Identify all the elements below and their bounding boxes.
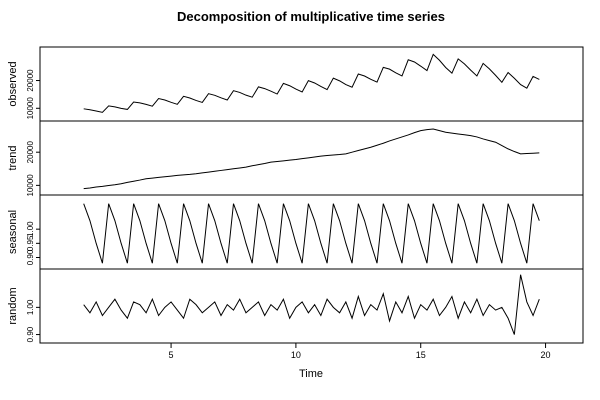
series-line: [83, 53, 540, 113]
y-tick-label: 20000: [26, 141, 35, 164]
y-tick-label: 10000: [26, 97, 35, 120]
y-axis-label: trend: [7, 145, 19, 170]
y-tick-label: 1.00: [26, 299, 35, 315]
y-tick-label: 0.90: [26, 249, 35, 265]
y-tick-label: 20000: [26, 69, 35, 92]
x-tick-label: 10: [291, 350, 301, 360]
y-tick-label: 0.95: [26, 235, 35, 251]
chart-title: Decomposition of multiplicative time ser…: [177, 9, 445, 24]
panel-frame: [39, 268, 584, 344]
y-axis-label: observed: [7, 61, 19, 106]
x-tick-label: 15: [416, 350, 426, 360]
x-tick-label: 20: [541, 350, 551, 360]
y-tick-label: 0.90: [26, 326, 35, 342]
panel-frame: [39, 46, 584, 122]
y-axis-label: random: [7, 287, 19, 324]
y-tick-label: 1.00: [26, 221, 35, 237]
y-axis-label: seasonal: [7, 210, 19, 254]
series-line: [83, 128, 540, 190]
series-line: [83, 203, 540, 264]
panel-frame: [39, 194, 584, 270]
x-tick-label: 5: [169, 350, 174, 360]
series-line: [83, 274, 540, 335]
y-tick-label: 10000: [26, 174, 35, 197]
x-axis-label: Time: [299, 368, 323, 380]
